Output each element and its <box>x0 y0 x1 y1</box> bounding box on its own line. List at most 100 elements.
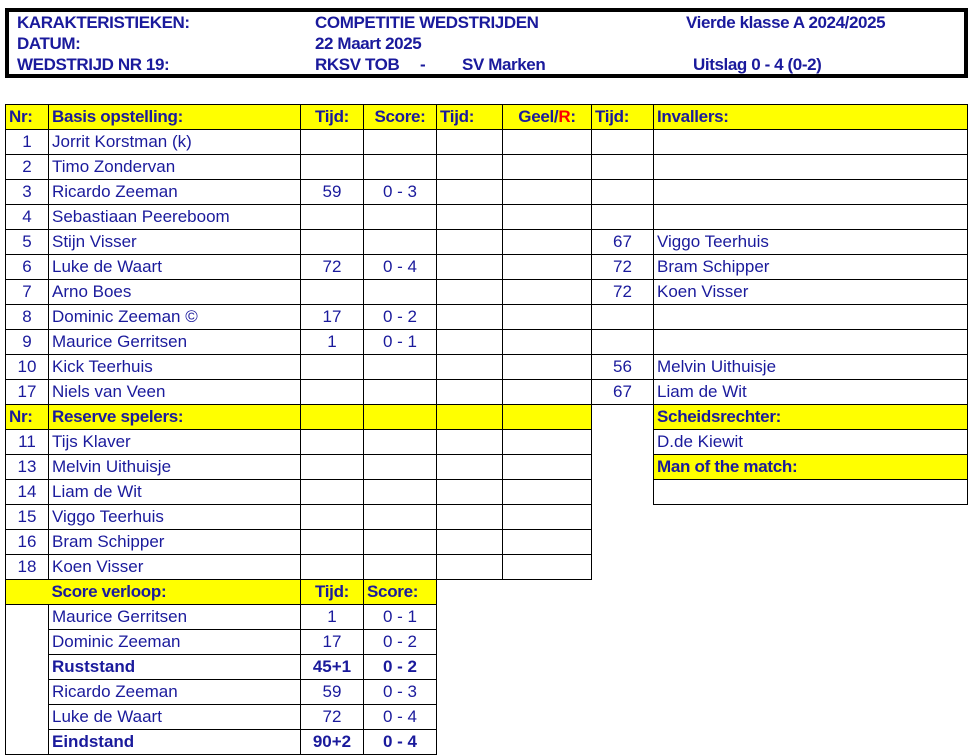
substitution-time: 67 <box>591 229 654 255</box>
substitution-time <box>591 204 654 230</box>
tijd-header: Tijd: <box>300 104 364 130</box>
blank-cell <box>654 630 968 655</box>
scorer-name: Maurice Gerritsen <box>48 604 301 630</box>
player-number: 6 <box>5 254 49 280</box>
substitute-name: Koen Visser <box>653 279 968 305</box>
blank-cell <box>654 680 968 705</box>
table-row: 3 Ricardo Zeeman 59 0 - 3 <box>5 179 968 205</box>
tijd-header: Tijd: <box>300 579 364 605</box>
card <box>502 354 592 380</box>
sub-time <box>436 154 503 180</box>
blank-cell <box>503 730 592 755</box>
blank-cell <box>654 605 968 630</box>
empty-cell <box>502 504 592 530</box>
player-number: 13 <box>5 454 49 480</box>
player-name: Timo Zondervan <box>48 154 301 180</box>
sub-time <box>436 379 503 405</box>
blank-cell <box>503 705 592 730</box>
blank-cell <box>654 580 968 605</box>
blank-cell <box>592 430 654 455</box>
blank-cell <box>654 655 968 680</box>
empty-cell <box>300 529 364 555</box>
scorer-name: Dominic Zeeman <box>48 629 301 655</box>
empty-header-cell <box>363 404 437 430</box>
table-row: 2 Timo Zondervan <box>5 154 968 180</box>
referee-name: D.de Kiewit <box>653 429 968 455</box>
goal-score: 0 - 4 <box>363 254 437 280</box>
blank-cell <box>5 729 49 755</box>
substitute-name <box>653 129 968 155</box>
score-verloop-row: Ruststand 45+1 0 - 2 <box>5 654 968 680</box>
player-number: 4 <box>5 204 49 230</box>
geel-rood-header: Geel/R: <box>502 104 592 130</box>
goal-score <box>363 229 437 255</box>
score-verloop-row: Eindstand 90+2 0 - 4 <box>5 729 968 755</box>
rood-label: R <box>558 107 571 126</box>
scorer-name: Eindstand <box>48 729 301 755</box>
player-number: 7 <box>5 279 49 305</box>
reserve-row: 11 Tijs Klaver D.de Kiewit <box>5 429 968 455</box>
goal-score: 0 - 2 <box>363 304 437 330</box>
score: 0 - 2 <box>363 629 437 655</box>
goal-score <box>363 204 437 230</box>
substitute-name: Liam de Wit <box>653 379 968 405</box>
table-row: 10 Kick Teerhuis 56 Melvin Uithuisje <box>5 354 968 380</box>
goal-time <box>300 129 364 155</box>
match-info-box: KARAKTERISTIEKEN: COMPETITIE WEDSTRIJDEN… <box>5 8 968 78</box>
player-number: 2 <box>5 154 49 180</box>
goal-score <box>363 279 437 305</box>
empty-cell <box>502 429 592 455</box>
table-row: 4 Sebastiaan Peereboom <box>5 204 968 230</box>
player-number: 1 <box>5 129 49 155</box>
blank-cell <box>436 704 503 730</box>
blank-cell <box>654 555 968 580</box>
player-name: Viggo Teerhuis <box>48 504 301 530</box>
goal-time: 1 <box>300 329 364 355</box>
substitution-time: 67 <box>591 379 654 405</box>
sub-time <box>436 254 503 280</box>
empty-cell <box>436 529 503 555</box>
table-row: 8 Dominic Zeeman © 17 0 - 2 <box>5 304 968 330</box>
player-name: Niels van Veen <box>48 379 301 405</box>
invallers-header: Invallers: <box>653 104 968 130</box>
score-verloop-row: Maurice Gerritsen 1 0 - 1 <box>5 604 968 630</box>
empty-cell <box>363 554 437 580</box>
player-number: 3 <box>5 179 49 205</box>
blank-header <box>5 579 49 605</box>
sub-time <box>436 329 503 355</box>
player-number: 11 <box>5 429 49 455</box>
blank-cell <box>436 654 503 680</box>
blank-cell <box>436 629 503 655</box>
blank-cell <box>436 604 503 630</box>
goal-time <box>300 229 364 255</box>
player-name: Sebastiaan Peereboom <box>48 204 301 230</box>
blank-cell <box>654 730 968 755</box>
player-name: Luke de Waart <box>48 254 301 280</box>
colon: : <box>570 107 576 126</box>
player-number: 17 <box>5 379 49 405</box>
blank-cell <box>5 654 49 680</box>
header-row: Nr: Basis opstelling: Tijd: Score: Tijd: Geel… <box>5 104 968 130</box>
sub-time <box>436 354 503 380</box>
substitute-name <box>653 204 968 230</box>
blank-cell <box>592 580 654 605</box>
sub-time <box>436 129 503 155</box>
score: 0 - 3 <box>363 679 437 705</box>
sub-time <box>436 179 503 205</box>
blank-cell <box>592 630 654 655</box>
table-row: 6 Luke de Waart 72 0 - 4 72 Bram Schipper <box>5 254 968 280</box>
score-verloop-row: Ricardo Zeeman 59 0 - 3 <box>5 679 968 705</box>
reserve-row: 18 Koen Visser <box>5 554 968 580</box>
player-number: 14 <box>5 479 49 505</box>
motm-header: Man of the match: <box>653 454 968 480</box>
player-number: 8 <box>5 304 49 330</box>
goal-time: 72 <box>300 704 364 730</box>
goal-time <box>300 154 364 180</box>
player-number: 18 <box>5 554 49 580</box>
tijd3-header: Tijd: <box>591 104 654 130</box>
player-name: Liam de Wit <box>48 479 301 505</box>
blank-cell <box>503 580 592 605</box>
substitution-time <box>591 154 654 180</box>
substitute-name: Bram Schipper <box>653 254 968 280</box>
card <box>502 229 592 255</box>
